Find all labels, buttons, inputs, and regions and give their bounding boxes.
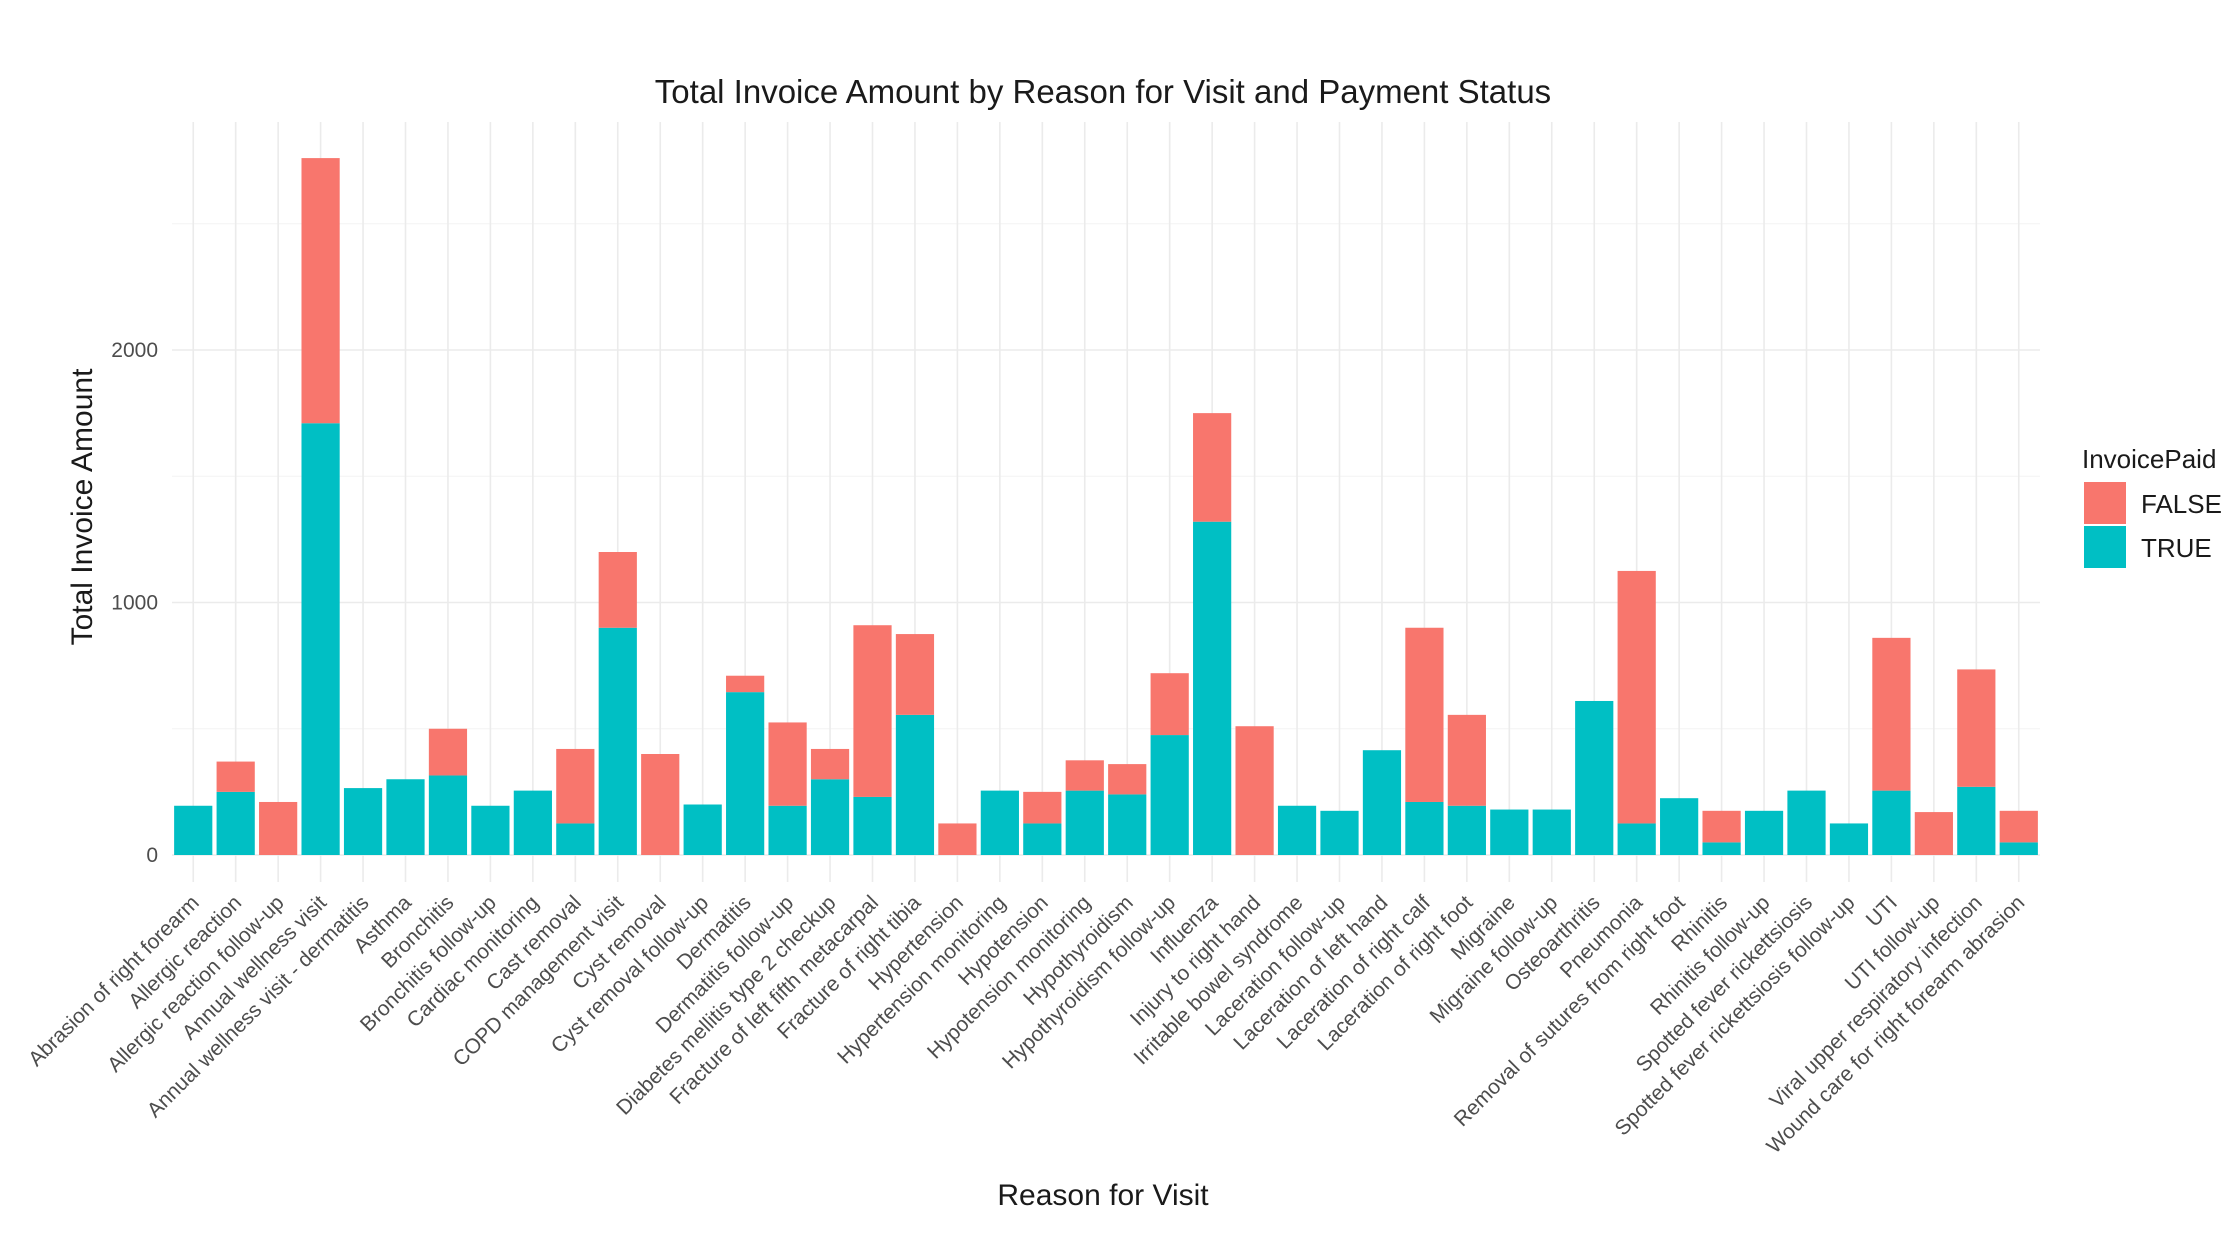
bar-false (768, 722, 807, 806)
bar-true (1660, 798, 1699, 855)
bar-true (343, 788, 383, 855)
legend-label-true: TRUE (2141, 533, 2212, 563)
bar-false (556, 748, 595, 824)
bar-true (1490, 809, 1529, 855)
bar-false (1957, 669, 1996, 787)
legend-swatch-false (2084, 482, 2126, 524)
bar-true (1277, 805, 1317, 855)
bar-false (301, 158, 340, 424)
bar-false (1999, 810, 2038, 843)
bar-true (768, 805, 807, 855)
legend: InvoicePaid FALSE TRUE (2082, 444, 2222, 568)
bar-true (386, 779, 425, 855)
legend-label-false: FALSE (2141, 489, 2222, 519)
bar-true (1405, 801, 1444, 855)
bar-false (259, 801, 298, 855)
bar-false (1447, 714, 1486, 806)
y-tick-label: 1000 (111, 592, 158, 615)
bar-false (216, 761, 255, 792)
bar-false (853, 625, 892, 797)
x-tick-label: Allergic reaction follow-up (103, 891, 288, 1076)
bar-false (1235, 726, 1274, 855)
bar-true (1957, 786, 1996, 855)
bar-true (1320, 810, 1359, 855)
bar-false (1405, 627, 1444, 802)
bar-false (938, 823, 977, 855)
chart-title: Total Invoice Amount by Reason for Visit… (655, 73, 1551, 110)
bar-false (1617, 570, 1656, 824)
bar-false (895, 634, 935, 715)
x-axis-title: Reason for Visit (997, 1179, 1209, 1212)
bar-true (853, 796, 892, 855)
y-axis-ticks: 0 1000 2000 (111, 339, 158, 867)
bar-true (1150, 735, 1189, 855)
bar-false (428, 728, 468, 776)
bar-false (1914, 812, 1953, 855)
bar-true (1108, 794, 1147, 855)
bar-false (726, 675, 765, 693)
bar-true (471, 805, 510, 855)
bar-false (1023, 791, 1062, 824)
bar-true (1829, 823, 1869, 855)
bar-false (1872, 637, 1911, 791)
bar-false (810, 748, 850, 780)
bar-true (1575, 700, 1614, 855)
bar-true (1532, 809, 1571, 855)
legend-swatch-true (2084, 526, 2126, 568)
bar-true (1065, 790, 1104, 855)
y-tick-label: 0 (146, 844, 158, 867)
bar-true (174, 805, 213, 855)
bar-false (1193, 413, 1232, 522)
bar-true (428, 775, 468, 855)
bar-true (683, 804, 722, 855)
y-tick-label: 2000 (111, 339, 158, 362)
bar-true (1447, 805, 1486, 855)
legend-title: InvoicePaid (2082, 444, 2216, 474)
bar-true (1362, 750, 1402, 855)
bars (174, 158, 2038, 855)
bar-true (301, 423, 340, 855)
bar-true (1744, 810, 1784, 855)
bar-true (1617, 823, 1656, 855)
bar-true (1787, 790, 1826, 855)
bar-false (598, 552, 637, 628)
bar-true (980, 790, 1019, 855)
bar-true (1193, 521, 1232, 855)
bar-true (513, 790, 552, 855)
bar-true (1999, 842, 2038, 855)
bar-true (1872, 790, 1911, 855)
bar-true (895, 714, 935, 855)
bar-false (641, 754, 680, 855)
bar-true (726, 692, 765, 855)
bar-false (1108, 764, 1147, 795)
bar-false (1065, 760, 1104, 791)
bar-false (1702, 810, 1741, 843)
bar-false (1150, 673, 1189, 736)
bar-true (556, 823, 595, 855)
bar-true (1702, 842, 1741, 855)
bar-true (216, 791, 255, 855)
bar-true (598, 627, 637, 855)
y-axis-title: Total Invoice Amount (66, 368, 99, 645)
x-tick-label: Abrasion of right forearm (24, 891, 204, 1071)
bar-true (810, 779, 850, 855)
bar-true (1023, 823, 1062, 855)
